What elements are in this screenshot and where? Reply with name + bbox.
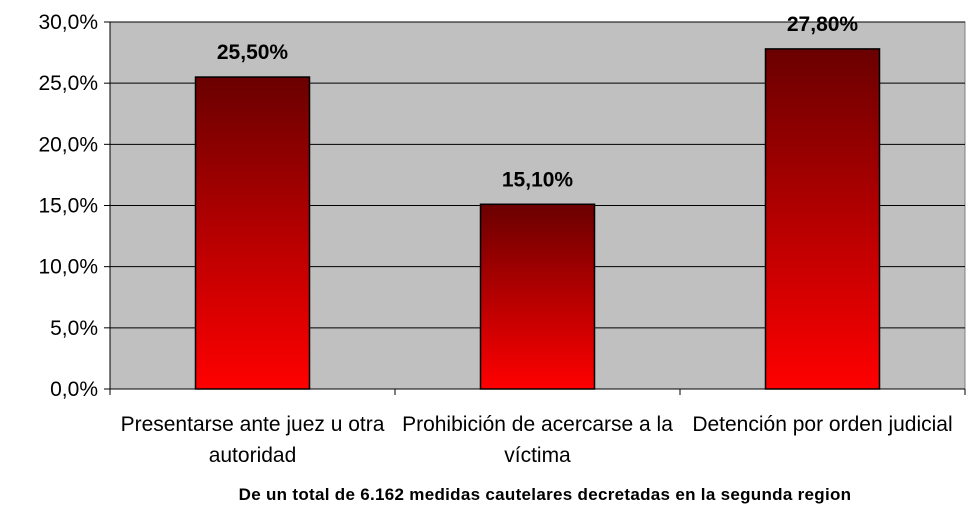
y-tick-label: 5,0% (50, 317, 98, 340)
y-tick-label: 10,0% (38, 256, 98, 279)
y-tick-label: 25,0% (38, 72, 98, 95)
bar (479, 203, 596, 390)
y-tick-label: 0,0% (50, 378, 98, 401)
x-tick-label: Presentarse ante juez u otra autoridad (120, 413, 385, 467)
data-label: 25,50% (217, 41, 289, 64)
bar (194, 76, 311, 390)
data-label: 15,10% (502, 168, 574, 191)
y-tick-label: 20,0% (38, 133, 98, 156)
x-tick-label: Detención por orden judicial (692, 413, 953, 436)
data-label: 27,80% (787, 13, 859, 36)
y-tick-label: 30,0% (38, 11, 98, 34)
bar (764, 48, 881, 390)
y-tick-label: 15,0% (38, 195, 98, 218)
x-tick-label: Prohibición de acercarse a la víctima (402, 413, 673, 467)
footnote: De un total de 6.162 medidas cautelares … (238, 485, 852, 504)
